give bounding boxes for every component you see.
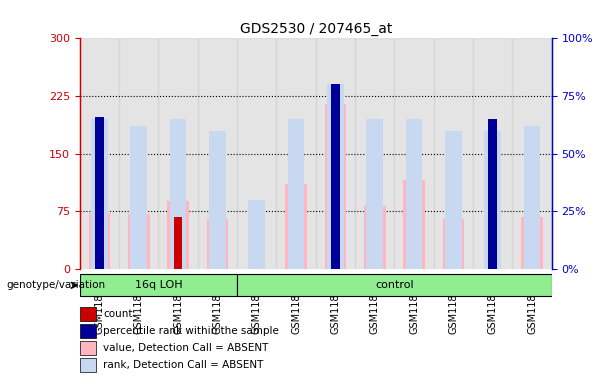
Bar bbox=[276, 38, 316, 269]
Bar bbox=[88, 213, 110, 269]
Bar bbox=[512, 38, 552, 269]
Bar bbox=[445, 131, 462, 269]
Bar bbox=[80, 274, 237, 296]
Bar bbox=[473, 38, 512, 269]
Bar bbox=[167, 201, 189, 269]
Bar bbox=[158, 38, 198, 269]
Title: GDS2530 / 207465_at: GDS2530 / 207465_at bbox=[240, 22, 392, 36]
Bar bbox=[524, 126, 540, 269]
Bar bbox=[237, 38, 276, 269]
Text: count: count bbox=[103, 309, 133, 319]
Bar bbox=[316, 38, 355, 269]
Bar bbox=[131, 126, 147, 269]
Text: control: control bbox=[375, 280, 414, 290]
Bar bbox=[119, 38, 158, 269]
Bar bbox=[367, 119, 383, 269]
Bar bbox=[394, 38, 434, 269]
Text: 16q LOH: 16q LOH bbox=[134, 280, 182, 290]
Bar bbox=[95, 214, 104, 269]
Bar bbox=[237, 274, 552, 296]
Bar bbox=[355, 38, 394, 269]
Text: genotype/variation: genotype/variation bbox=[6, 280, 105, 290]
Bar bbox=[80, 307, 96, 321]
Bar bbox=[403, 180, 425, 269]
Bar bbox=[287, 119, 304, 269]
Bar bbox=[434, 38, 473, 269]
Bar bbox=[406, 119, 422, 269]
Bar bbox=[331, 84, 340, 269]
Bar bbox=[248, 200, 265, 269]
Bar bbox=[80, 358, 96, 372]
Bar bbox=[521, 217, 543, 269]
Bar bbox=[285, 184, 307, 269]
Bar bbox=[80, 38, 119, 269]
Bar bbox=[209, 131, 226, 269]
Bar bbox=[484, 131, 501, 269]
Bar bbox=[173, 217, 182, 269]
Text: value, Detection Call = ABSENT: value, Detection Call = ABSENT bbox=[103, 343, 268, 353]
Bar bbox=[128, 214, 150, 269]
Bar bbox=[170, 119, 186, 269]
Bar bbox=[80, 324, 96, 338]
Bar bbox=[95, 117, 104, 269]
Bar bbox=[489, 119, 497, 269]
Bar bbox=[324, 104, 346, 269]
Bar bbox=[80, 341, 96, 355]
Bar bbox=[443, 219, 464, 269]
Text: rank, Detection Call = ABSENT: rank, Detection Call = ABSENT bbox=[103, 360, 264, 370]
Text: percentile rank within the sample: percentile rank within the sample bbox=[103, 326, 279, 336]
Bar bbox=[207, 219, 228, 269]
Bar bbox=[327, 84, 344, 269]
Bar bbox=[489, 207, 497, 269]
Bar bbox=[364, 206, 386, 269]
Bar bbox=[197, 38, 237, 269]
Bar bbox=[91, 119, 108, 269]
